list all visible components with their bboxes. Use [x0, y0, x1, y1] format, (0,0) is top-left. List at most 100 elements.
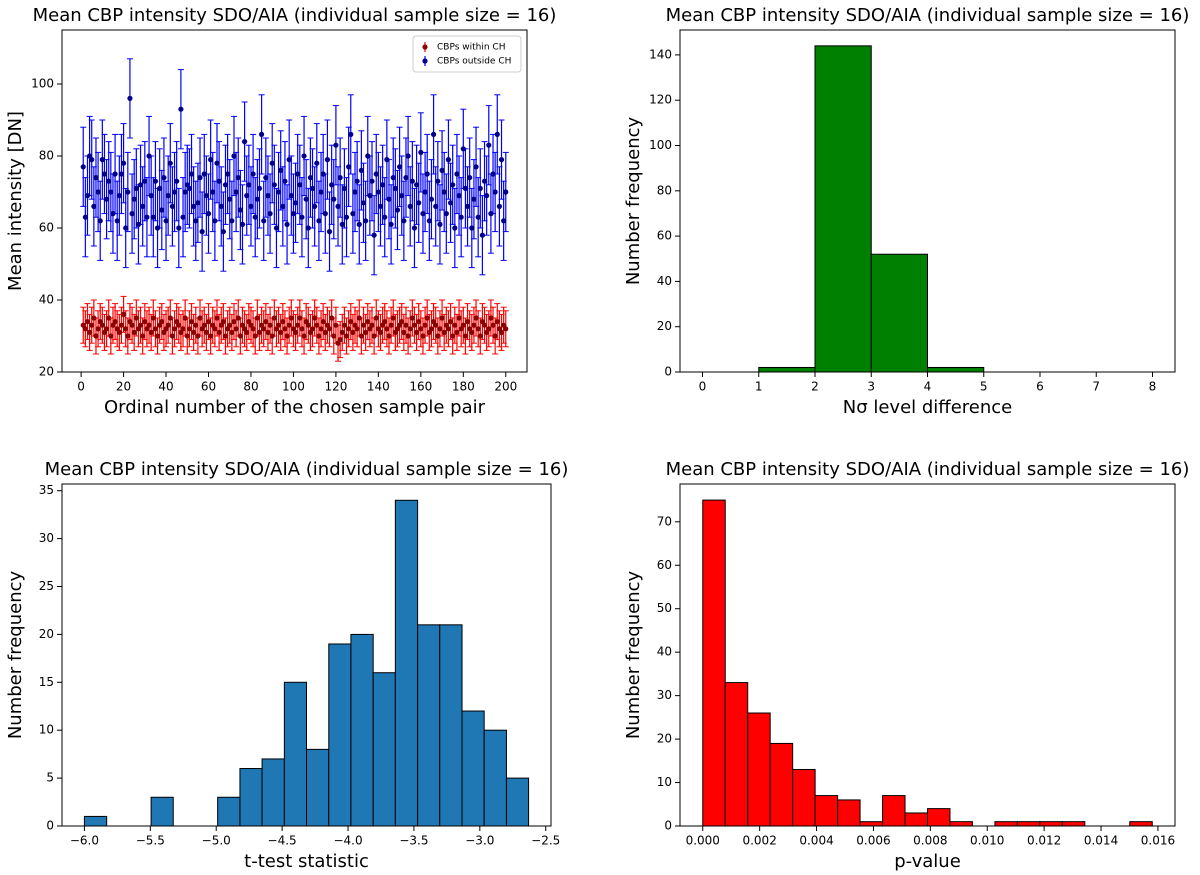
- chart-panel: Mean CBP intensity SDO/AIA (individual s…: [5, 459, 568, 872]
- x-tick-label: −5.0: [202, 834, 231, 848]
- data-point: [392, 185, 398, 191]
- data-point: [356, 315, 362, 321]
- data-point: [250, 171, 256, 177]
- data-point: [435, 178, 441, 184]
- data-point: [314, 160, 320, 166]
- data-point: [492, 333, 498, 339]
- data-point: [348, 319, 354, 325]
- histogram-bar: [505, 777, 530, 827]
- data-point: [171, 326, 178, 332]
- data-point: [439, 167, 445, 173]
- data-point: [95, 326, 101, 332]
- x-tick-label: 140: [367, 380, 390, 394]
- data-point: [231, 319, 237, 325]
- y-tick-label: 0: [664, 365, 672, 379]
- data-point: [269, 160, 275, 166]
- data-point: [331, 333, 337, 339]
- data-point: [159, 319, 165, 325]
- x-tick-label: 0.014: [1084, 834, 1118, 848]
- data-point: [167, 315, 173, 321]
- data-point: [150, 315, 156, 321]
- data-point: [140, 333, 146, 339]
- data-point: [169, 333, 176, 339]
- y-tick-label: 50: [657, 601, 672, 615]
- data-point: [106, 178, 112, 184]
- histogram-bar: [724, 682, 749, 827]
- data-point: [490, 322, 496, 328]
- histogram-bar: [837, 799, 861, 827]
- data-point: [163, 218, 169, 224]
- data-point: [135, 221, 142, 227]
- data-point: [299, 214, 305, 220]
- data-point: [426, 218, 432, 224]
- x-tick-label: 3: [867, 380, 875, 394]
- y-tick-label: 25: [39, 579, 54, 593]
- data-point: [199, 229, 205, 235]
- histogram-bar: [328, 643, 352, 827]
- data-point: [331, 196, 337, 202]
- data-point: [110, 211, 116, 217]
- data-point: [503, 189, 509, 195]
- data-point: [501, 218, 507, 224]
- data-point: [454, 171, 460, 177]
- data-point: [265, 193, 271, 199]
- data-point: [494, 131, 500, 137]
- data-point: [282, 178, 288, 184]
- data-point: [297, 315, 303, 321]
- data-point: [216, 329, 222, 335]
- data-point: [456, 315, 462, 321]
- data-point: [246, 182, 252, 188]
- data-point: [280, 319, 286, 325]
- data-point: [297, 182, 303, 188]
- data-point: [371, 232, 377, 238]
- data-point: [309, 185, 316, 191]
- data-point: [129, 322, 135, 328]
- y-tick-label: 10: [39, 723, 54, 737]
- data-point: [314, 322, 320, 328]
- histogram-bar: [904, 812, 929, 827]
- data-point: [388, 322, 394, 328]
- histogram-bar: [769, 742, 794, 827]
- data-point: [409, 178, 415, 184]
- data-point: [384, 157, 390, 163]
- data-point: [367, 193, 373, 199]
- data-point: [84, 319, 91, 325]
- data-point: [343, 214, 350, 220]
- data-point: [329, 315, 335, 321]
- data-point: [322, 329, 328, 335]
- histogram-bar: [870, 253, 928, 373]
- data-point: [235, 175, 241, 181]
- data-point: [203, 193, 209, 199]
- data-point: [123, 225, 129, 231]
- y-tick-label: 120: [649, 93, 672, 107]
- y-tick-label: 140: [649, 47, 672, 61]
- data-point: [469, 225, 475, 231]
- data-point: [176, 322, 182, 328]
- data-point: [227, 196, 233, 202]
- legend-label: CBPs within CH: [437, 43, 506, 53]
- data-point: [464, 319, 471, 325]
- data-point: [106, 315, 112, 321]
- data-point: [220, 229, 226, 235]
- data-point: [411, 225, 418, 231]
- data-point: [407, 326, 413, 332]
- data-point: [146, 153, 152, 159]
- plot-frame: [679, 483, 1176, 827]
- data-point: [413, 329, 420, 335]
- data-point: [407, 203, 413, 209]
- histogram-bar: [217, 796, 241, 827]
- data-point: [284, 221, 290, 227]
- data-point: [82, 326, 88, 332]
- y-tick-label: 5: [46, 771, 54, 785]
- data-point: [447, 200, 454, 206]
- y-axis-label: Mean intensity [DN]: [5, 111, 26, 291]
- data-point: [307, 175, 314, 181]
- y-tick-label: 80: [39, 149, 54, 163]
- data-point: [424, 315, 430, 321]
- data-point: [231, 153, 237, 159]
- chart-panel: Mean CBP intensity SDO/AIA (individual s…: [623, 459, 1189, 872]
- data-point: [405, 333, 411, 339]
- data-point: [193, 322, 199, 328]
- data-point: [252, 214, 258, 220]
- data-point: [292, 200, 299, 206]
